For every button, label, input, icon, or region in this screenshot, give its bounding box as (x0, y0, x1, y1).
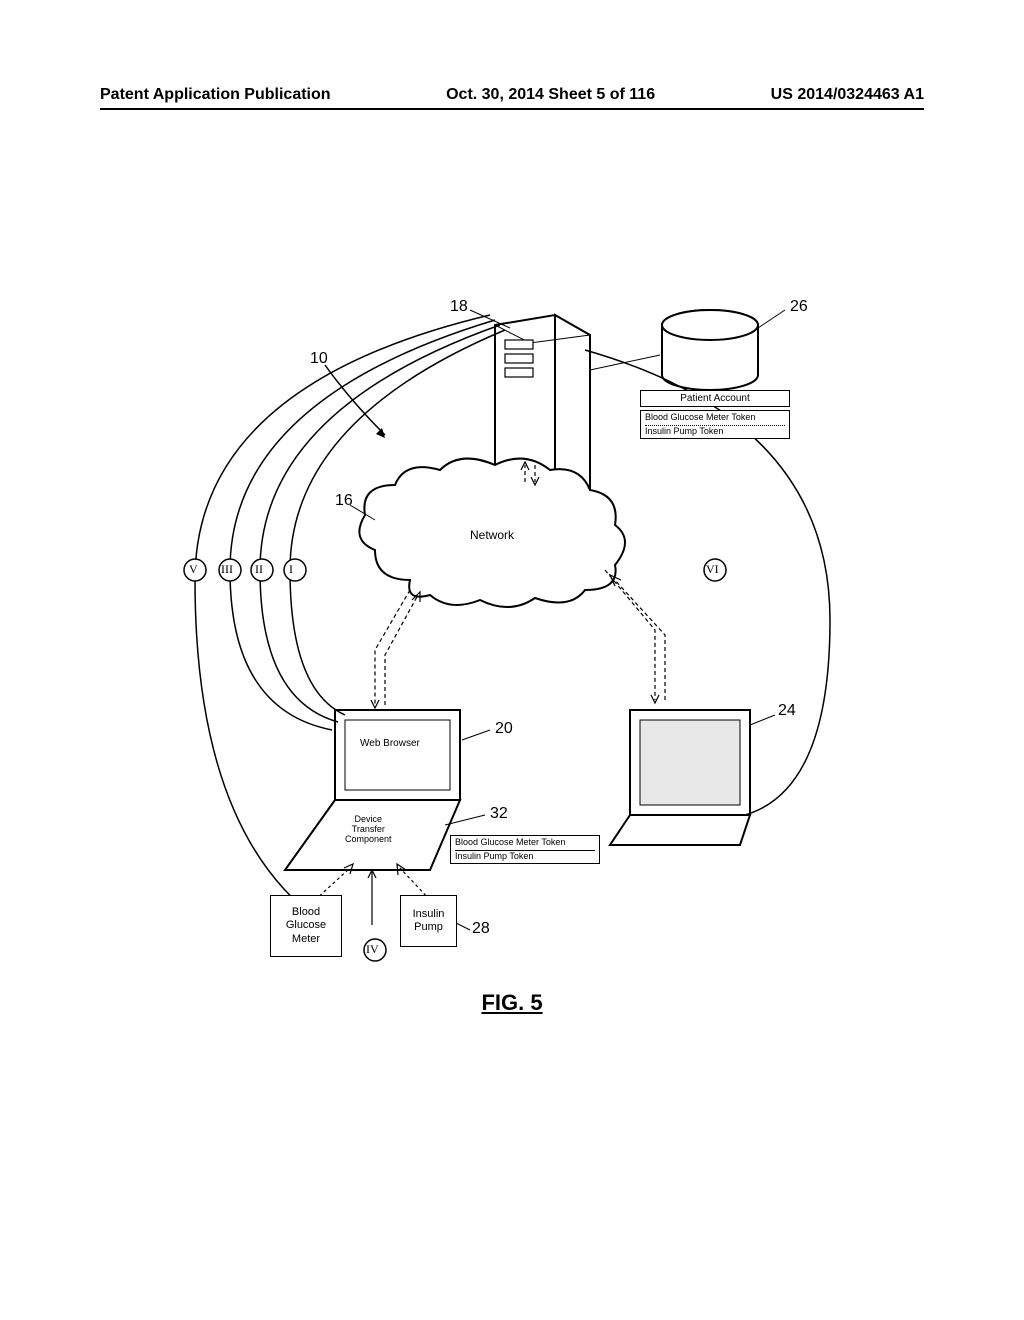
ref-16: 16 (335, 492, 353, 510)
header-right: US 2014/0324463 A1 (771, 86, 924, 104)
roman-vi: VI (706, 562, 719, 577)
roman-i: I (289, 562, 293, 577)
roman-iii: III (221, 562, 233, 577)
web-browser-label: Web Browser (360, 738, 420, 749)
db-bg-token: Blood Glucose Meter Token (645, 412, 785, 426)
roman-v: V (189, 562, 198, 577)
ref-26: 26 (790, 298, 808, 316)
ref-20: 20 (495, 720, 513, 738)
database-icon (662, 310, 758, 390)
tablet-icon (610, 710, 750, 845)
ref-10: 10 (310, 350, 328, 368)
ref-28: 28 (472, 920, 490, 938)
insulin-pump-box: Insulin Pump (400, 895, 457, 947)
figure-label: FIG. 5 (0, 990, 1024, 1016)
roman-iv: IV (366, 942, 379, 957)
diagram-svg (150, 270, 874, 990)
system-diagram: 10 18 26 16 20 32 24 28 I II III V IV VI… (150, 270, 874, 990)
db-tokens-box: Blood Glucose Meter Token Insulin Pump T… (640, 410, 790, 439)
ref-24: 24 (778, 702, 796, 720)
header-left: Patent Application Publication (100, 86, 331, 104)
device-transfer-label: Device Transfer Component (345, 815, 392, 845)
bg-meter-box: Blood Glucose Meter (270, 895, 342, 957)
header-rule (100, 108, 924, 110)
laptop-bg-token: Blood Glucose Meter Token (455, 837, 595, 851)
laptop-icon (285, 710, 460, 870)
header-center: Oct. 30, 2014 Sheet 5 of 116 (446, 86, 655, 104)
network-label: Network (470, 528, 514, 542)
db-pump-token: Insulin Pump Token (645, 426, 785, 438)
ref-32: 32 (490, 805, 508, 823)
laptop-tokens-box: Blood Glucose Meter Token Insulin Pump T… (450, 835, 600, 864)
patient-account-box: Patient Account (640, 390, 790, 407)
laptop-pump-token: Insulin Pump Token (455, 851, 595, 863)
ref-18: 18 (450, 298, 468, 316)
roman-ii: II (255, 562, 263, 577)
